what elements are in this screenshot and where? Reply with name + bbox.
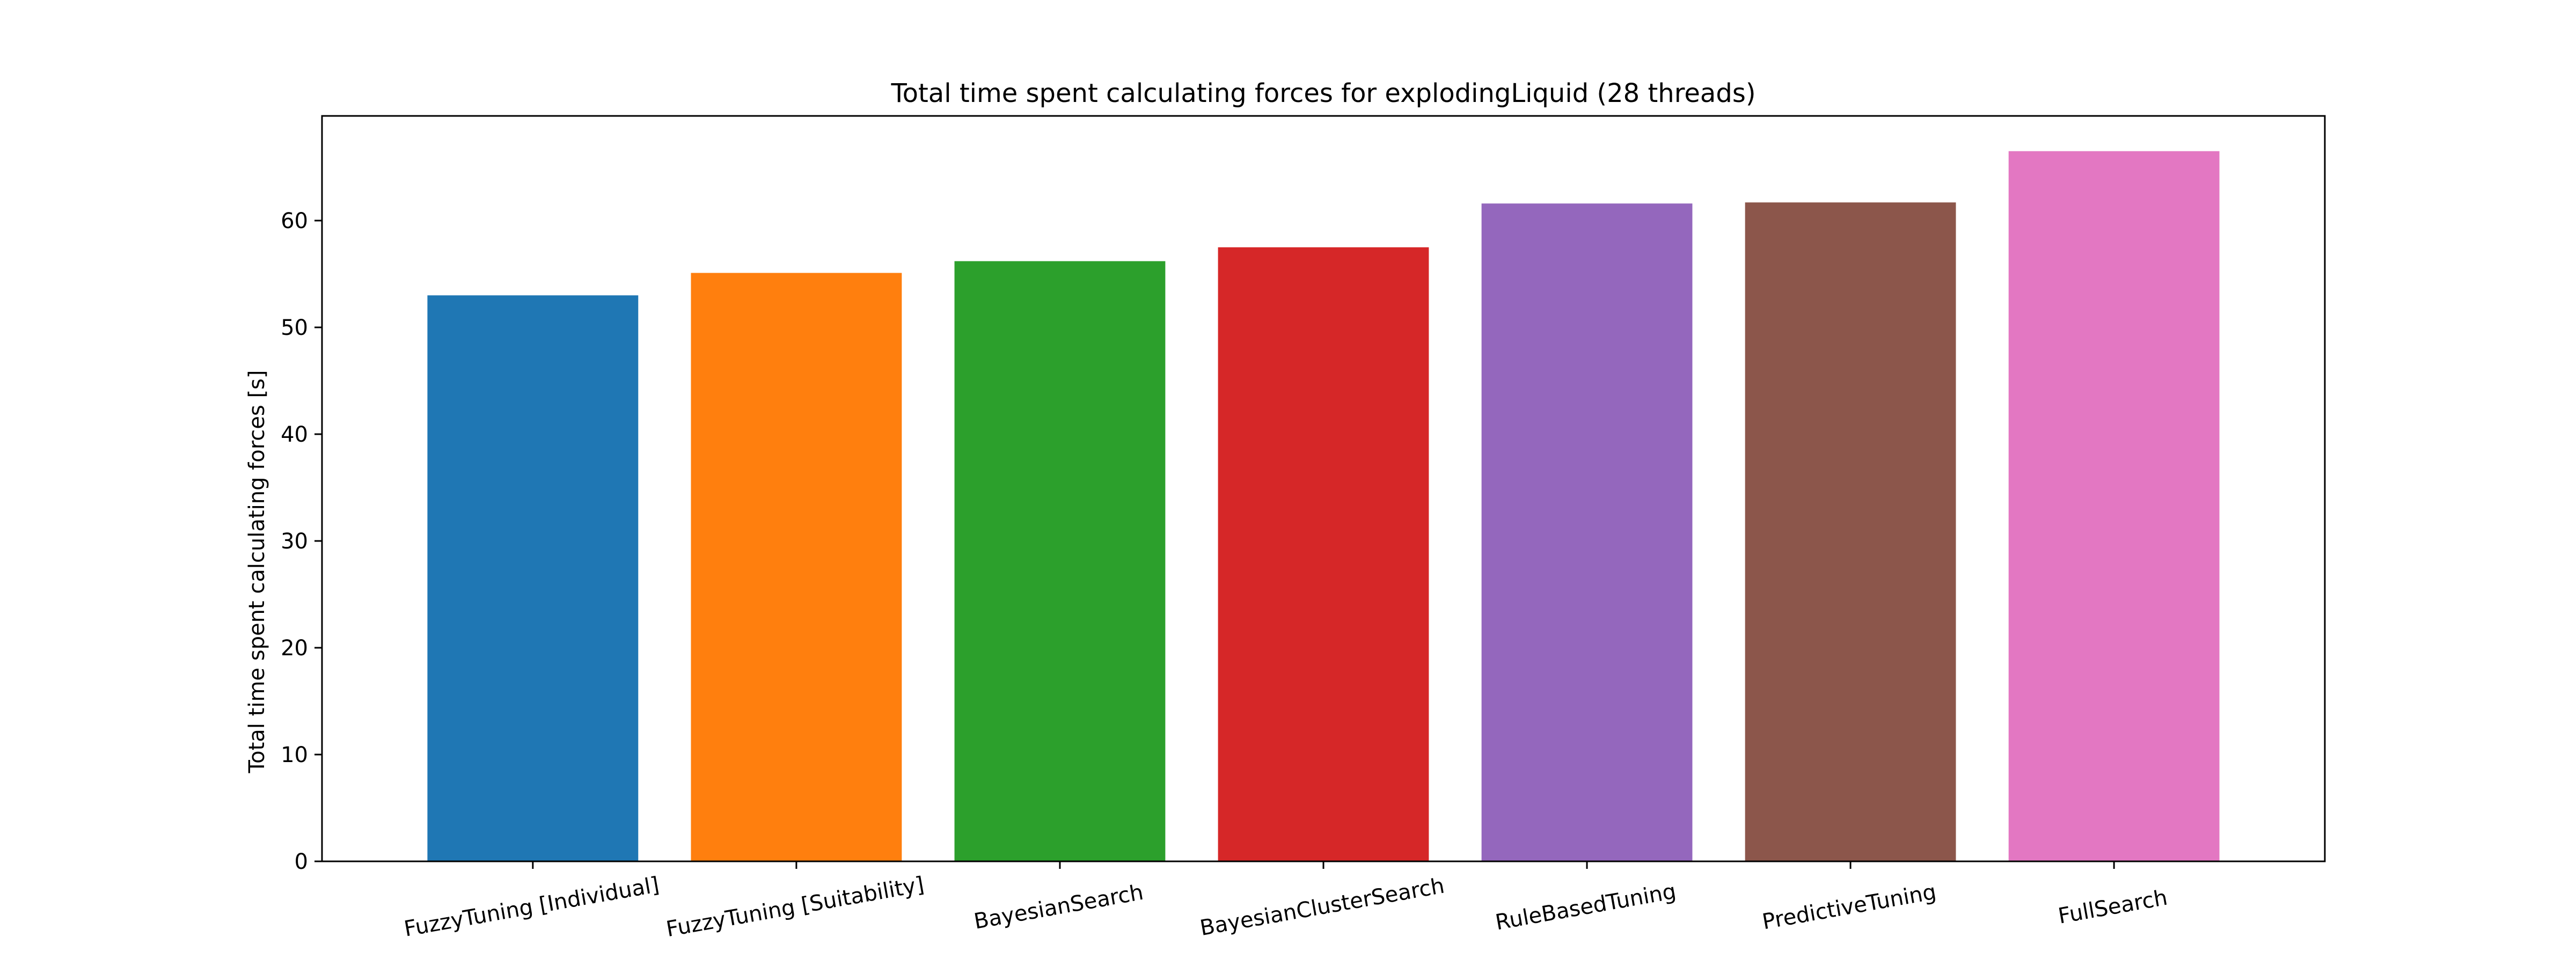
bar [1745,202,1956,861]
chart-title: Total time spent calculating forces for … [890,78,1755,108]
y-tick-label: 10 [281,743,308,767]
y-tick-label: 30 [281,529,308,554]
y-tick-label: 20 [281,636,308,661]
bar [691,273,902,862]
bars-group [427,151,2220,862]
bar [2008,151,2220,861]
bar [954,261,1166,861]
bar [1218,247,1429,861]
y-tick-label: 40 [281,422,308,447]
y-tick-label: 0 [295,850,308,874]
y-tick-label: 60 [281,209,308,233]
y-axis-label: Total time spent calculating forces [s] [245,370,269,774]
bar [1481,203,1693,862]
y-tick-label: 50 [281,316,308,340]
y-axis: 0 10 20 30 40 50 60 [281,209,322,874]
bar [427,295,639,861]
